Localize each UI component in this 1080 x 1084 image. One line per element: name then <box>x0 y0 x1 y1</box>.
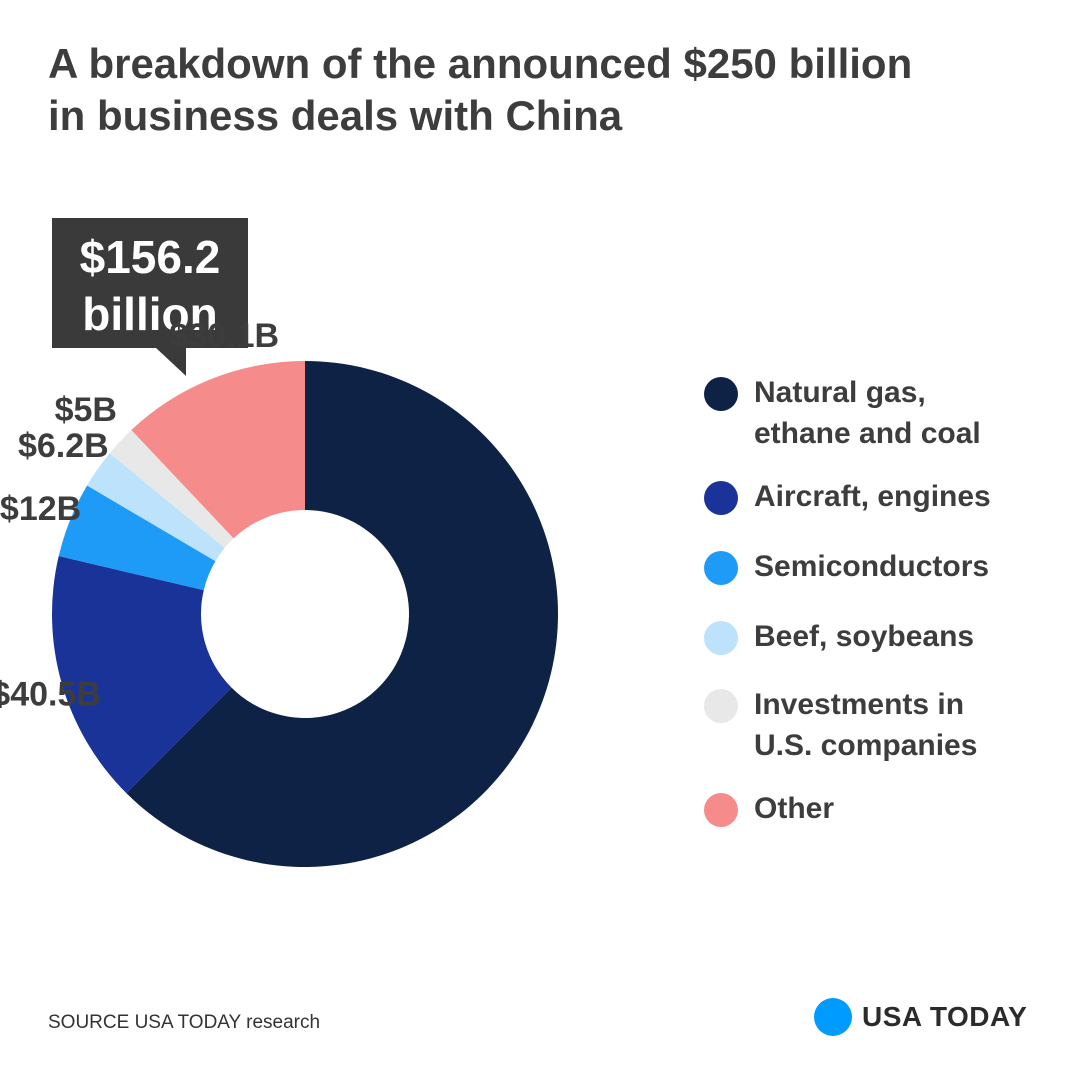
donut-slice-6 <box>131 361 305 539</box>
callout-156-billion: $156.2 billion <box>52 218 248 376</box>
legend-label-line-1: Natural gas, <box>754 376 926 409</box>
legend-item-6: Other <box>704 788 1054 829</box>
legend-label: Investments in U.S. companies <box>754 684 1054 766</box>
chart-title-line-1: A breakdown of the announced $250 billio… <box>48 40 913 87</box>
donut-slice-2 <box>52 556 232 794</box>
slice-label-5: $5B <box>55 391 117 429</box>
donut-slice-1 <box>126 361 558 867</box>
legend-label-line-1: Investments in <box>754 688 965 721</box>
legend-item-2: Aircraft, engines <box>704 476 1054 517</box>
legend-item-4: Beef, soybeans <box>704 616 1054 657</box>
legend-label-line-1: Semiconductors <box>754 550 990 583</box>
legend-label-line-1: Other <box>754 792 835 825</box>
legend-item-1: Natural gas, ethane and coal <box>704 372 1054 454</box>
legend-swatch-circle-icon <box>704 793 738 827</box>
legend-swatch-circle-icon <box>704 551 738 585</box>
legend-label: Other <box>754 788 1054 829</box>
donut-slice-5 <box>109 430 234 548</box>
slice-label-6: $30.1B <box>169 317 279 355</box>
callout-box <box>52 218 248 348</box>
legend-swatch-circle-icon <box>704 481 738 515</box>
usa-today-dot-icon <box>814 998 852 1036</box>
donut-slice-4 <box>87 453 225 562</box>
legend-swatch-circle-icon <box>704 621 738 655</box>
legend-item-3: Semiconductors <box>704 546 1054 587</box>
legend-label-line-1: Aircraft, engines <box>754 480 991 513</box>
legend-label-line-1: Beef, soybeans <box>754 620 975 653</box>
slice-label-3: $12B <box>0 490 81 528</box>
callout-pointer <box>155 347 186 376</box>
source-note: SOURCE USA TODAY research <box>48 1012 321 1033</box>
usa-today-logo: USA TODAY <box>814 998 1027 1036</box>
legend-label: Semiconductors <box>754 546 1054 587</box>
callout-unit: billion <box>82 288 217 340</box>
legend-label-line-2: U.S. companies <box>754 729 978 762</box>
brand-name: USA TODAY <box>862 1001 1028 1032</box>
callout-value: $156.2 <box>80 231 221 283</box>
legend-swatch-circle-icon <box>704 377 738 411</box>
legend-label: Aircraft, engines <box>754 476 1054 517</box>
slice-label-2: $40.5B <box>0 676 101 714</box>
legend-label: Natural gas, ethane and coal <box>754 372 1054 454</box>
legend-item-5: Investments in U.S. companies <box>704 684 1054 766</box>
chart-title: A breakdown of the announced $250 billio… <box>48 38 1048 142</box>
legend-label-line-2: ethane and coal <box>754 417 981 450</box>
legend-label: Beef, soybeans <box>754 616 1054 657</box>
slice-label-4: $6.2B <box>18 427 109 465</box>
donut-slice-3 <box>58 485 216 591</box>
chart-title-line-2: in business deals with China <box>48 92 623 139</box>
legend-swatch-circle-icon <box>704 689 738 723</box>
